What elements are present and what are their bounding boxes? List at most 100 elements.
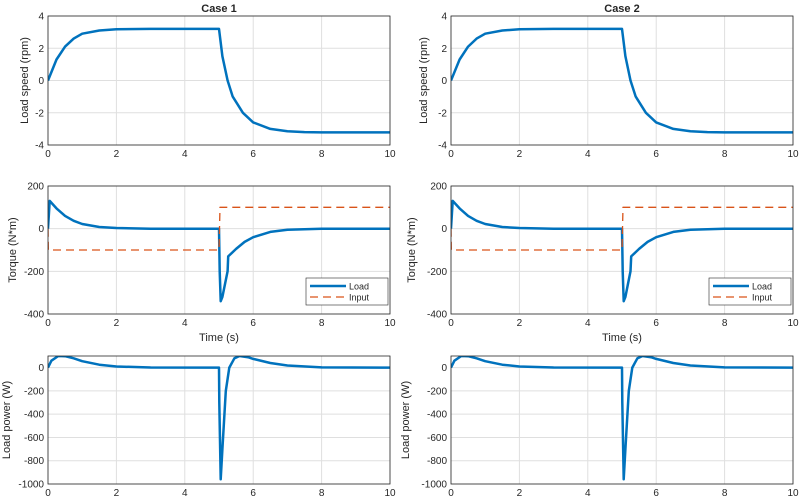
x-tick-label: 0 [448, 149, 454, 160]
y-tick-label: 4 [38, 12, 44, 23]
series-line-load [48, 27, 390, 134]
axes-box [450, 15, 794, 146]
x-axis-label: Time (s) [199, 332, 239, 344]
y-tick-label: 2 [38, 44, 44, 55]
y-tick-label: 2 [441, 44, 447, 55]
x-tick-label: 2 [114, 318, 120, 329]
legend-box [305, 277, 389, 306]
subplot-1: 0 2 4 6 8 10 -4 -2 0 2 4 Case 1 Load speed (rpm) [19, 3, 396, 160]
x-tick-label: 10 [384, 149, 396, 160]
x-tick-label: 0 [448, 318, 454, 329]
y-tick-label: -600 [24, 433, 44, 444]
x-tick-label: 6 [653, 318, 659, 329]
y-tick-label: 0 [441, 76, 447, 87]
x-tick-label: 6 [250, 149, 256, 160]
y-tick-label: -200 [427, 386, 447, 397]
x-tick-label: 4 [182, 488, 188, 499]
y-tick-label: -2 [35, 108, 44, 119]
x-tick-label: 4 [585, 488, 591, 499]
x-tick-label: 6 [250, 488, 256, 499]
y-tick-label: -1000 [18, 480, 44, 491]
x-tick-label: 2 [114, 149, 120, 160]
y-tick-label: 0 [38, 76, 44, 87]
x-tick-label: 2 [517, 488, 523, 499]
x-tick-label: 4 [585, 318, 591, 329]
y-tick-label: -600 [427, 433, 447, 444]
y-axis-label: Load power (W) [400, 381, 412, 459]
x-tick-label: 8 [319, 318, 325, 329]
x-tick-label: 4 [585, 149, 591, 160]
y-tick-label: 200 [27, 182, 44, 193]
series-line-load [48, 199, 390, 303]
x-tick-label: 10 [787, 318, 799, 329]
series-line-load [451, 27, 793, 134]
x-tick-label: 2 [517, 149, 523, 160]
y-tick-label: -400 [24, 410, 44, 421]
series-line-load [48, 356, 390, 481]
subplot-5: 0 2 4 6 8 10 -1000 -800 -600 -400 -200 0 Load power … [1, 355, 396, 499]
subplot-6: 0 2 4 6 8 10 -1000 -800 -600 -400 -200 0 Load power … [400, 355, 799, 499]
x-tick-label: 8 [722, 318, 728, 329]
axes-box [450, 185, 794, 315]
y-tick-label: -800 [24, 456, 44, 467]
y-tick-label: -400 [427, 310, 447, 321]
legend-label-load: Load [349, 282, 369, 292]
x-tick-label: 0 [448, 488, 454, 499]
chart-title: Case 2 [604, 3, 639, 15]
subplot-2: 0 2 4 6 8 10 -4 -2 0 2 4 Case 2 Load speed (rpm) [418, 3, 799, 160]
y-tick-label: -4 [35, 141, 44, 152]
x-axis-label: Time (s) [602, 332, 642, 344]
x-tick-label: 2 [114, 488, 120, 499]
x-tick-label: 2 [517, 318, 523, 329]
y-tick-label: 0 [38, 224, 44, 235]
legend-label-load: Load [752, 282, 772, 292]
x-tick-label: 8 [722, 149, 728, 160]
x-tick-label: 4 [182, 318, 188, 329]
legend-label-input: Input [349, 293, 370, 303]
legend-label-input: Input [752, 293, 773, 303]
legend-box [708, 277, 792, 306]
y-tick-label: 0 [38, 363, 44, 374]
y-tick-label: -800 [427, 456, 447, 467]
series-line-load [451, 199, 793, 303]
y-axis-label: Load power (W) [1, 381, 13, 459]
axes-box [47, 355, 391, 485]
subplot-4: 0 2 4 6 8 10 -400 -200 0 200 Torque (N*m) Time (s) L… [406, 182, 799, 345]
y-tick-label: -4 [438, 141, 447, 152]
x-tick-label: 8 [722, 488, 728, 499]
x-tick-label: 0 [45, 488, 51, 499]
x-tick-label: 6 [250, 318, 256, 329]
y-tick-label: -200 [427, 267, 447, 278]
y-tick-label: -400 [427, 410, 447, 421]
x-tick-label: 8 [319, 488, 325, 499]
x-tick-label: 10 [787, 149, 799, 160]
x-tick-label: 0 [45, 318, 51, 329]
y-axis-label: Load speed (rpm) [19, 37, 31, 124]
x-tick-label: 8 [319, 149, 325, 160]
y-axis-label: Torque (N*m) [406, 217, 418, 282]
y-tick-label: 0 [441, 224, 447, 235]
y-tick-label: 0 [441, 363, 447, 374]
y-tick-label: -200 [24, 267, 44, 278]
subplot-3: 0 2 4 6 8 10 -400 -200 0 200 Torque (N*m) Time (s) L… [7, 182, 396, 345]
chart-title: Case 1 [201, 3, 236, 15]
axes-box [47, 185, 391, 315]
x-tick-label: 10 [787, 488, 799, 499]
y-tick-label: -400 [24, 310, 44, 321]
y-tick-label: -1000 [421, 480, 447, 491]
x-tick-label: 6 [653, 149, 659, 160]
y-tick-label: 4 [441, 12, 447, 23]
y-axis-label: Torque (N*m) [7, 217, 19, 282]
x-tick-label: 6 [653, 488, 659, 499]
x-tick-label: 0 [45, 149, 51, 160]
axes-box [47, 15, 391, 146]
y-tick-label: -2 [438, 108, 447, 119]
series-line-load [451, 356, 793, 481]
y-axis-label: Load speed (rpm) [418, 37, 430, 124]
x-tick-label: 10 [384, 318, 396, 329]
y-tick-label: -200 [24, 386, 44, 397]
y-tick-label: 200 [430, 182, 447, 193]
